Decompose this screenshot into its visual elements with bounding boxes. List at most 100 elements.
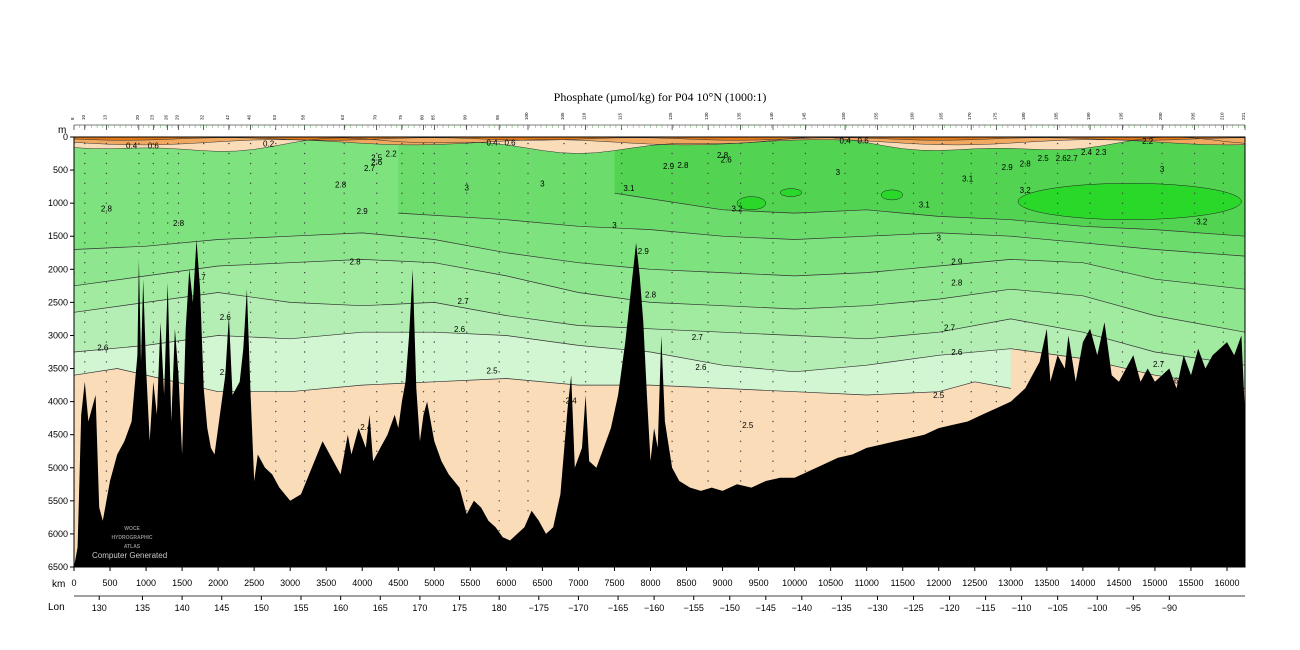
sample-point: [584, 252, 587, 254]
sample-point: [527, 162, 529, 165]
sample-point: [433, 391, 435, 393]
sample-point: [1121, 301, 1124, 304]
km-tick-label: 5000: [424, 578, 444, 588]
sample-point: [466, 262, 468, 264]
sample-point: [1121, 172, 1124, 175]
sample-point: [527, 182, 529, 184]
sample-point: [401, 212, 403, 214]
sample-point: [1193, 222, 1196, 224]
sample-point: [1024, 182, 1026, 184]
sample-point: [167, 222, 169, 224]
contour-label: 3.1: [623, 184, 635, 193]
sample-point: [152, 242, 154, 244]
sample-point: [498, 361, 500, 363]
sample-point: [433, 420, 435, 423]
station-label: 140: [769, 112, 774, 120]
sample-point: [138, 242, 140, 244]
sample-point: [1222, 252, 1225, 254]
sample-point: [376, 252, 378, 254]
sample-point: [912, 410, 915, 413]
sample-point: [152, 321, 154, 323]
sample-point: [844, 242, 846, 244]
sample-point: [912, 242, 915, 244]
sample-point: [707, 311, 709, 313]
sample-point: [804, 182, 807, 184]
sample-point: [671, 162, 673, 165]
sample-point: [105, 311, 108, 313]
contour-label: 2.6: [454, 325, 466, 334]
km-tick-label: 11000: [854, 578, 878, 588]
station-label: 20: [135, 115, 140, 121]
sample-point: [912, 232, 915, 234]
sample-point: [707, 470, 709, 472]
sample-point: [228, 152, 230, 155]
sample-point: [498, 311, 500, 313]
sample-point: [995, 262, 998, 264]
sample-point: [1121, 212, 1124, 214]
sample-point: [941, 420, 943, 423]
sample-point: [584, 301, 587, 304]
sample-point: [772, 142, 774, 145]
sample-point: [1193, 311, 1196, 313]
lon-tick-label: −165: [608, 603, 628, 613]
sample-point: [376, 242, 378, 244]
sample-point: [844, 152, 846, 155]
sample-point: [772, 192, 774, 194]
sample-point: [376, 311, 378, 313]
contour-2.9: [74, 232, 1245, 290]
sample-point: [422, 212, 425, 214]
high-phosphate-patch: [1017, 183, 1242, 220]
sample-point: [995, 331, 998, 333]
sample-point: [1024, 271, 1026, 274]
sample-point: [275, 242, 277, 244]
watermark-line-2: HYDROGRAPHIC: [111, 535, 153, 541]
sample-point: [995, 182, 998, 184]
sample-point: [401, 291, 403, 294]
sample-point: [1089, 321, 1091, 323]
sample-point: [275, 271, 277, 274]
contour-label: 3.2: [731, 204, 743, 213]
sample-point: [105, 490, 108, 492]
sample-point: [105, 450, 108, 452]
sample-point: [876, 252, 879, 254]
sample-point: [376, 212, 378, 214]
sample-point: [1161, 152, 1163, 155]
sample-point: [275, 410, 277, 413]
sample-point: [772, 212, 774, 214]
sample-point: [941, 182, 943, 184]
sample-point: [275, 450, 277, 452]
sample-point: [844, 400, 846, 403]
sample-point: [343, 301, 345, 304]
sample-point: [343, 291, 345, 294]
sample-point: [105, 152, 108, 155]
sample-point: [621, 361, 623, 363]
sample-point: [1121, 162, 1124, 165]
sample-point: [498, 271, 500, 274]
sample-point: [804, 391, 807, 393]
sample-point: [1222, 242, 1225, 244]
sample-point: [941, 262, 943, 264]
sample-point: [105, 291, 108, 294]
sample-point: [941, 371, 943, 373]
sample-point: [995, 391, 998, 393]
sample-point: [433, 252, 435, 254]
sample-point: [804, 192, 807, 194]
km-tick-label: 12000: [926, 578, 951, 588]
lon-tick-label: −115: [976, 603, 996, 613]
sample-point: [563, 242, 565, 244]
sample-point: [739, 212, 742, 214]
sample-point: [275, 202, 277, 204]
sample-point: [498, 470, 500, 472]
sample-point: [498, 410, 500, 413]
sample-point: [1056, 341, 1059, 343]
station-label: 115: [618, 112, 623, 120]
sample-point: [876, 410, 879, 413]
sample-point: [621, 262, 623, 264]
lon-tick-label: −100: [1087, 603, 1107, 613]
sample-point: [343, 440, 345, 442]
sample-point: [105, 252, 108, 254]
station-label: 155: [874, 112, 879, 120]
contour-label: 2.9: [638, 247, 650, 256]
sample-point: [466, 410, 468, 413]
sample-point: [941, 331, 943, 333]
